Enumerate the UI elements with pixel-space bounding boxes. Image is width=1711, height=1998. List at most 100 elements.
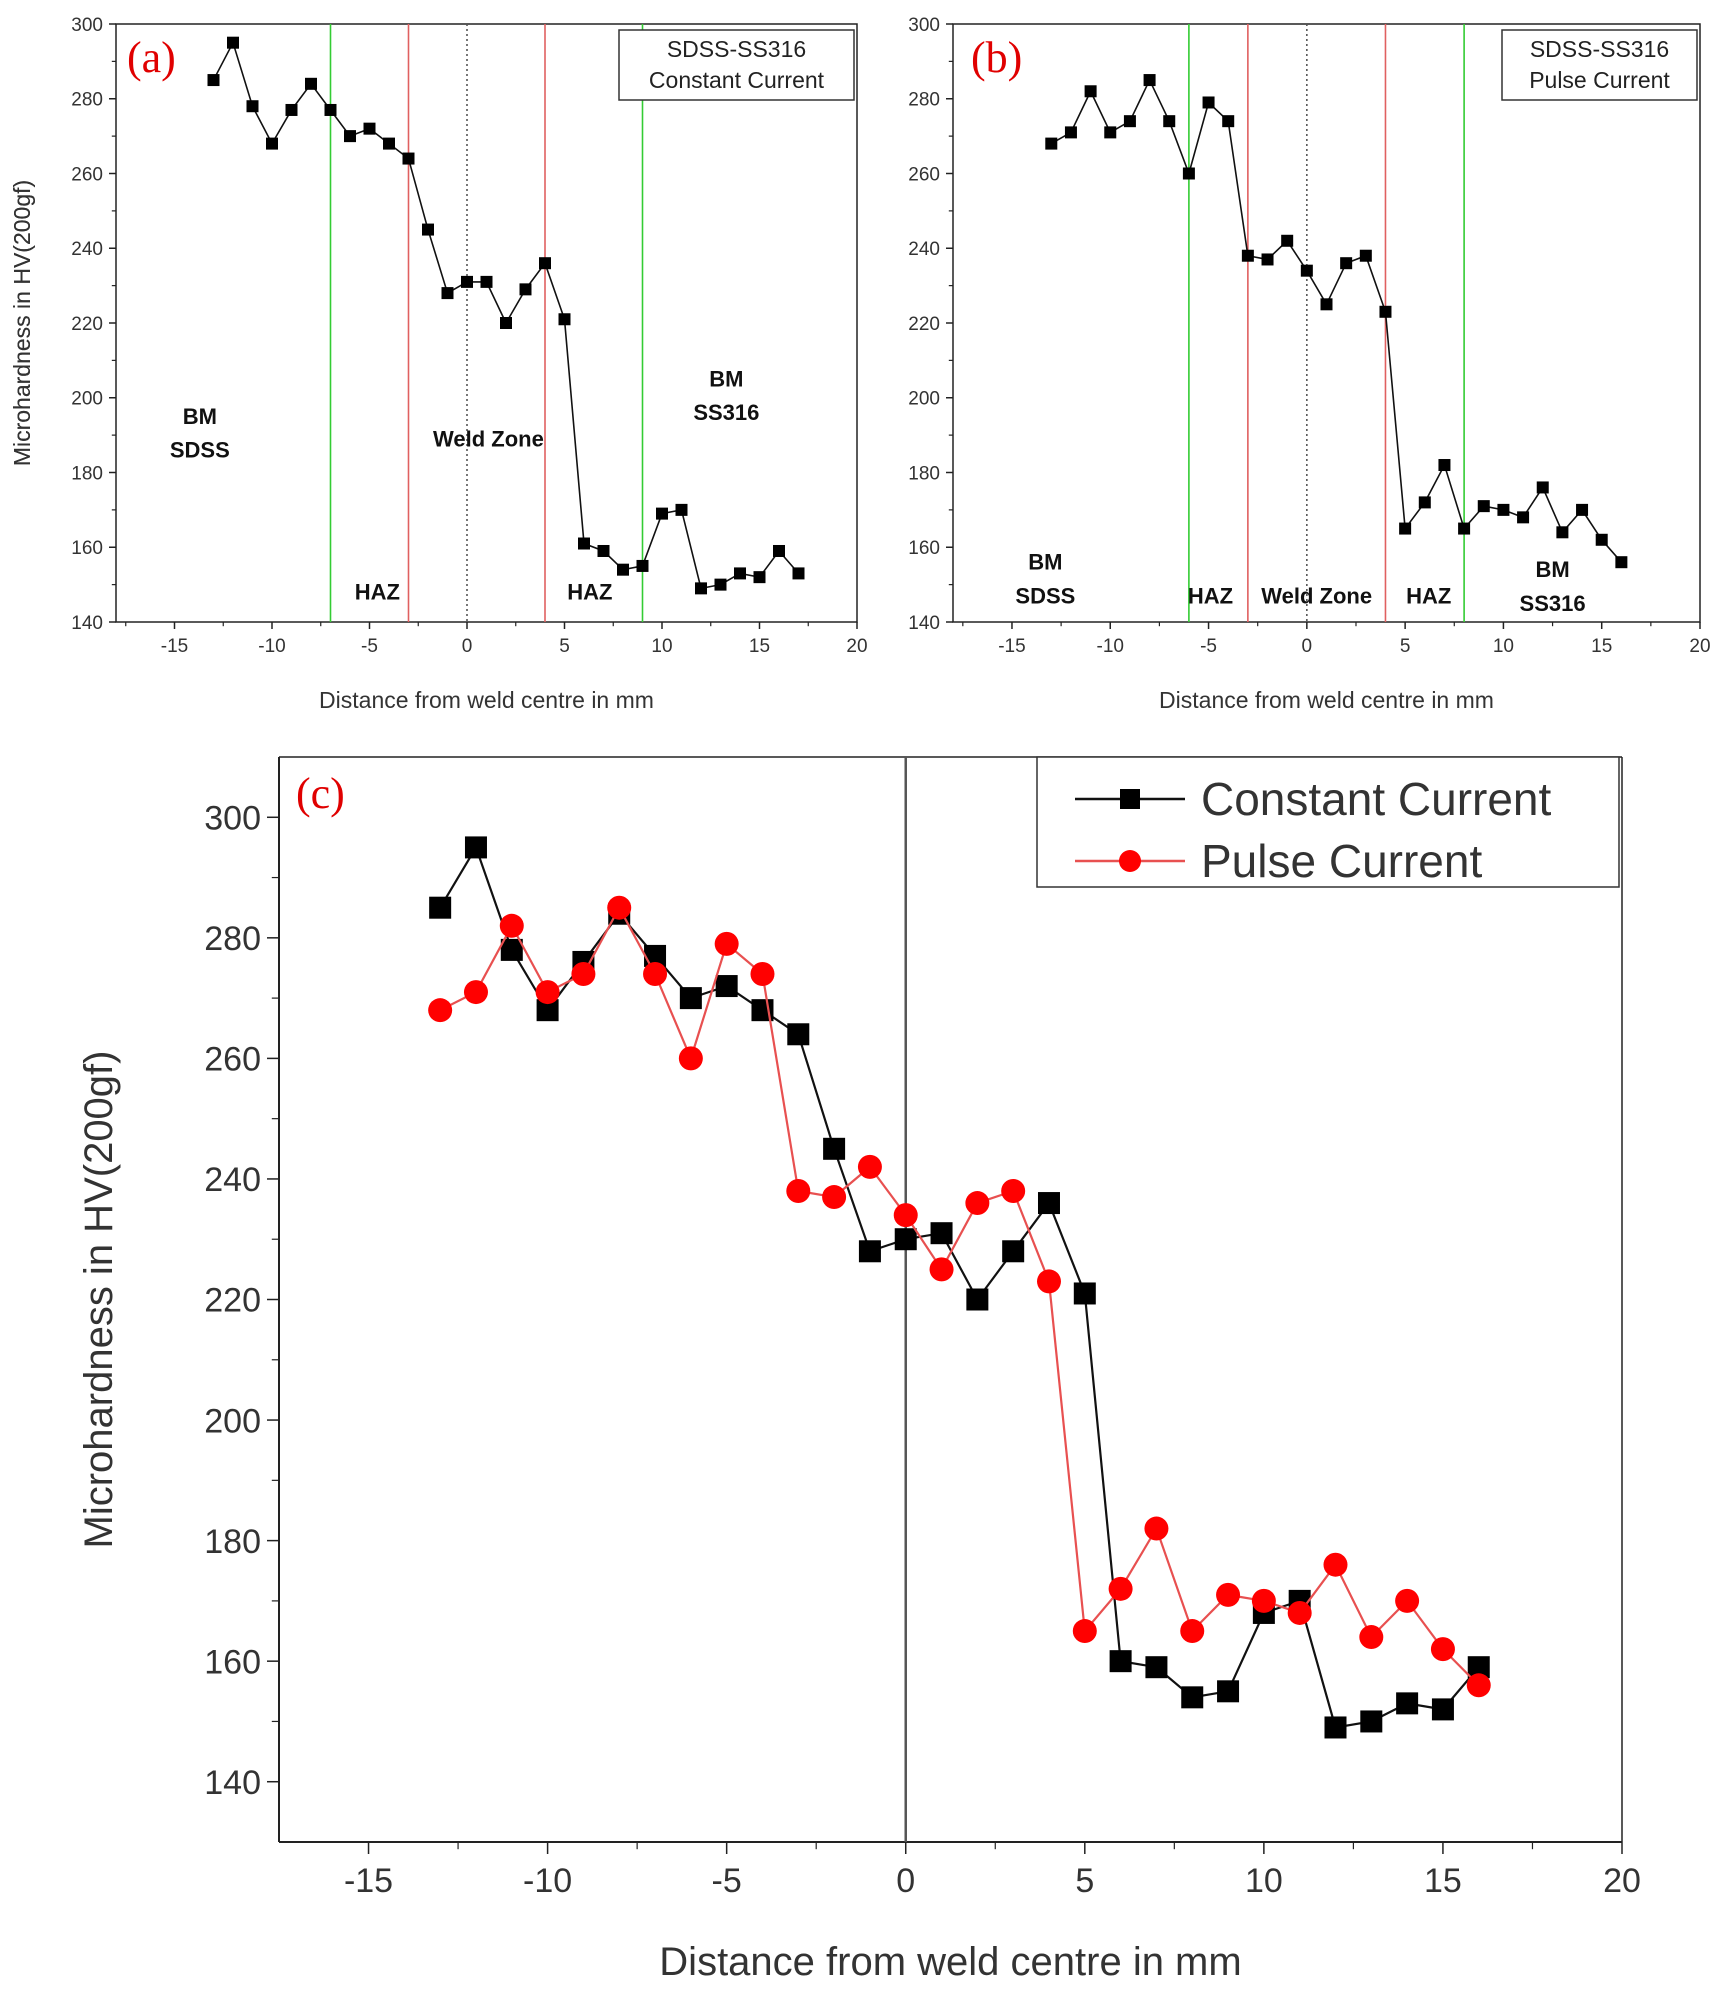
x-tick-label: 10 xyxy=(1493,636,1514,657)
x-tick-label: 5 xyxy=(1075,1862,1094,1900)
data-point xyxy=(597,544,610,557)
x-tick-label: -10 xyxy=(258,636,285,657)
series-line-constant-current xyxy=(439,844,1480,1729)
data-point xyxy=(1064,126,1077,139)
x-tick-label: -10 xyxy=(523,1862,572,1900)
y-tick-label: 200 xyxy=(204,1402,261,1440)
data-point xyxy=(266,137,278,150)
data-point xyxy=(1576,503,1589,516)
x-tick-label: -15 xyxy=(344,1862,393,1900)
y-tick-label: 140 xyxy=(204,1764,261,1802)
y-tick-label: 160 xyxy=(908,538,940,559)
data-point xyxy=(823,1137,846,1160)
data-point xyxy=(1182,167,1195,180)
chart-panel-a: -15 -10 -5 0 5 10 15 20 140 160 180 200 220 240 260 280… xyxy=(9,15,868,713)
data-point xyxy=(792,567,805,580)
y-tick-label: 220 xyxy=(908,314,940,335)
data-point xyxy=(363,122,376,135)
y-axis-label: Microhardness in HV(200gf) xyxy=(9,180,35,466)
x-tick-label: -15 xyxy=(161,636,188,657)
data-point xyxy=(753,571,766,584)
data-point xyxy=(857,1154,882,1179)
data-point xyxy=(636,559,649,572)
data-point xyxy=(734,567,746,580)
series-line-pulse-current xyxy=(1050,78,1622,563)
y-tick-label: 300 xyxy=(204,800,261,838)
region-annotation: BM xyxy=(709,367,743,392)
y-tick-label: 260 xyxy=(908,164,940,185)
x-tick-label: 20 xyxy=(1689,636,1710,657)
x-tick-label: 15 xyxy=(1591,636,1612,657)
series-line-pulse-current xyxy=(439,905,1480,1687)
data-point xyxy=(535,980,560,1005)
data-point xyxy=(1123,115,1136,128)
region-annotation: HAZ xyxy=(567,580,612,605)
y-tick-label: 220 xyxy=(71,314,103,335)
data-point xyxy=(1399,522,1412,535)
x-tick-label: 5 xyxy=(1400,636,1411,657)
data-point xyxy=(246,100,259,113)
x-tick-label: 15 xyxy=(749,636,770,657)
data-point xyxy=(344,130,356,143)
legend-text: Pulse Current xyxy=(1529,67,1670,93)
chart-panel-c: -15 -10 -5 0 5 10 15 20 140 160 180 200 220 240 260 280… xyxy=(77,756,1641,1984)
data-point xyxy=(1180,1619,1205,1644)
region-annotation: BM xyxy=(1028,550,1062,575)
x-axis-label: Distance from weld centre in mm xyxy=(659,1940,1241,1984)
legend-text: SDSS-SS316 xyxy=(667,36,806,62)
data-point xyxy=(644,944,667,967)
x-tick-label: 15 xyxy=(1424,1862,1462,1900)
y-tick-label: 200 xyxy=(908,389,940,410)
data-point xyxy=(1340,257,1353,270)
data-point xyxy=(1517,511,1530,524)
data-point xyxy=(1251,1588,1276,1613)
series-line-constant-current xyxy=(212,40,800,590)
data-point xyxy=(1202,96,1215,109)
data-point xyxy=(1536,481,1549,494)
data-point xyxy=(324,103,337,116)
data-point xyxy=(1084,85,1097,98)
y-tick-label: 140 xyxy=(908,613,940,634)
data-point xyxy=(1438,459,1451,472)
data-point xyxy=(695,582,707,595)
data-point xyxy=(1359,249,1372,262)
y-tick-label: 240 xyxy=(908,239,940,260)
data-point xyxy=(500,938,523,961)
data-point xyxy=(1036,1269,1061,1294)
data-point xyxy=(1217,1680,1240,1703)
data-point xyxy=(539,257,551,270)
data-point xyxy=(750,962,775,986)
region-annotation: SS316 xyxy=(693,400,759,425)
x-tick-label: 5 xyxy=(559,636,570,657)
data-point xyxy=(461,275,473,288)
data-point xyxy=(1145,1656,1168,1679)
data-point xyxy=(1108,1576,1133,1601)
data-point xyxy=(480,275,493,288)
data-point xyxy=(787,1023,810,1046)
region-annotation: Weld Zone xyxy=(433,426,544,451)
x-axis-label: Distance from weld centre in mm xyxy=(1159,687,1494,713)
data-point xyxy=(402,152,415,165)
x-tick-label: -5 xyxy=(361,636,378,657)
data-point xyxy=(822,1185,847,1210)
data-point xyxy=(1320,298,1333,311)
data-point xyxy=(383,137,395,150)
x-tick-label: -15 xyxy=(998,636,1025,657)
data-point xyxy=(1216,1582,1241,1607)
x-tick-label: 20 xyxy=(1603,1862,1641,1900)
x-tick-label: -5 xyxy=(1200,636,1217,657)
data-point xyxy=(1300,264,1313,277)
region-annotation: HAZ xyxy=(1406,583,1451,608)
data-point xyxy=(1281,234,1294,247)
data-point xyxy=(714,578,727,591)
legend-label: Constant Current xyxy=(1201,773,1551,825)
data-point xyxy=(1379,305,1392,318)
data-point xyxy=(227,36,239,49)
data-point xyxy=(428,998,453,1023)
data-point xyxy=(1072,1619,1097,1644)
data-point xyxy=(1615,556,1628,569)
data-point xyxy=(1073,1282,1096,1305)
y-tick-label: 280 xyxy=(71,90,103,111)
data-point xyxy=(578,537,590,550)
